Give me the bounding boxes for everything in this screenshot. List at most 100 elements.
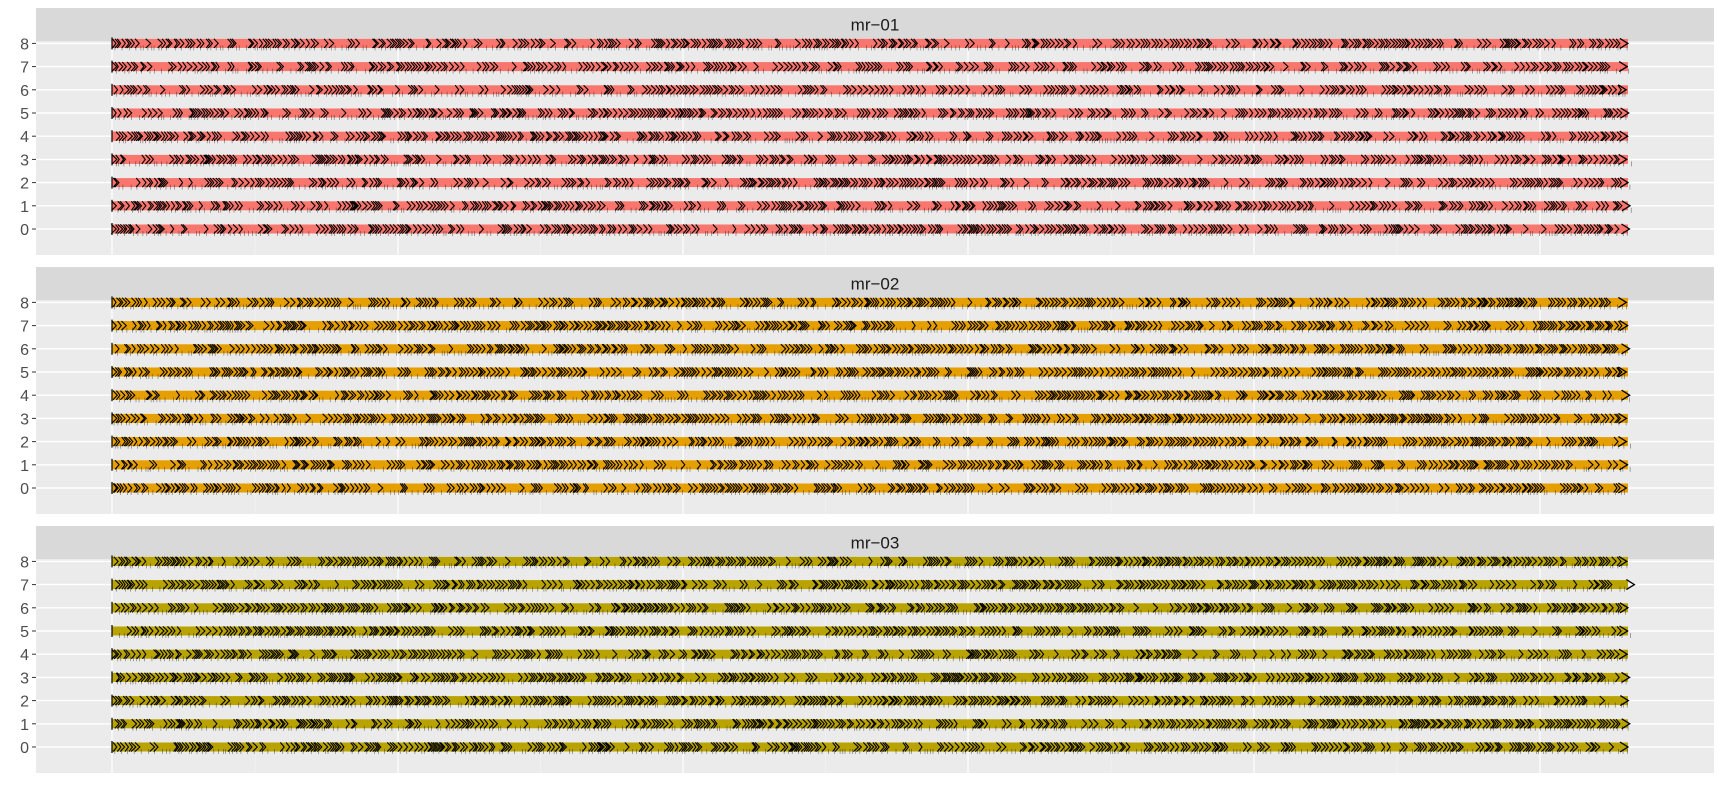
track-end-arrow bbox=[1621, 223, 1631, 235]
track-chevrons bbox=[111, 320, 1623, 331]
y-tick-label: 6 bbox=[20, 342, 29, 359]
track-1 bbox=[111, 199, 1632, 213]
track-end-arrow bbox=[1620, 107, 1630, 119]
track-end-arrow bbox=[1618, 555, 1629, 567]
track-ticks bbox=[115, 115, 1627, 120]
track-ticks bbox=[117, 350, 1626, 356]
track-end-arrow bbox=[1619, 741, 1630, 753]
track-ticks bbox=[117, 207, 1632, 213]
panel-background bbox=[36, 300, 1714, 514]
track-ticks bbox=[113, 420, 1627, 426]
track-ticks bbox=[119, 609, 1626, 615]
panel-2: mr−02 0 1 2 3 4 5 6 7 8 bbox=[20, 267, 1714, 514]
track-ticks bbox=[114, 443, 1631, 449]
y-tick-label: 8 bbox=[20, 295, 29, 312]
panel-background bbox=[36, 41, 1714, 255]
track-0 bbox=[111, 482, 1628, 495]
track-end-arrow bbox=[1626, 579, 1636, 591]
track-band bbox=[112, 154, 1628, 164]
track-band bbox=[112, 344, 1628, 354]
track-0 bbox=[111, 741, 1630, 754]
track-end-arrow bbox=[1617, 482, 1628, 494]
track-chevrons bbox=[111, 649, 1620, 660]
track-chevrons bbox=[114, 343, 1619, 354]
track-leading-bar bbox=[112, 108, 129, 118]
track-5 bbox=[111, 107, 1630, 120]
track-end-arrow bbox=[1618, 436, 1628, 448]
track-chevrons bbox=[111, 413, 1622, 424]
track-4 bbox=[111, 389, 1631, 403]
track-ticks bbox=[116, 702, 1628, 708]
track-band bbox=[112, 178, 1628, 188]
track-chevrons bbox=[126, 625, 1622, 637]
track-end-arrow bbox=[1618, 412, 1628, 424]
track-chevrons bbox=[114, 602, 1623, 613]
track-band bbox=[112, 672, 1628, 682]
track-end-arrow bbox=[1619, 37, 1630, 49]
track-end-arrow bbox=[1618, 648, 1629, 660]
panel-title: mr−02 bbox=[851, 275, 900, 294]
track-chevrons bbox=[111, 366, 1623, 378]
track-end-arrow bbox=[1619, 320, 1629, 332]
panel-1: mr−01 0 1 2 3 4 5 6 7 8 bbox=[20, 8, 1714, 255]
track-band bbox=[112, 62, 1628, 72]
y-tick-label: 2 bbox=[20, 435, 29, 452]
track-band bbox=[112, 413, 1628, 423]
track-ticks bbox=[116, 586, 1625, 592]
y-tick-label: 2 bbox=[20, 694, 29, 711]
track-end-arrow bbox=[1621, 671, 1631, 683]
track-ticks bbox=[116, 466, 1631, 472]
track-ticks bbox=[119, 397, 1630, 403]
track-chevrons bbox=[112, 390, 1613, 401]
track-0 bbox=[110, 223, 1631, 236]
track-4 bbox=[111, 130, 1629, 144]
track-chevrons bbox=[114, 459, 1619, 470]
y-tick-label: 5 bbox=[20, 106, 29, 123]
track-band bbox=[112, 556, 1628, 566]
y-tick-label: 7 bbox=[20, 319, 29, 336]
track-chevrons bbox=[112, 107, 1623, 119]
track-band bbox=[112, 38, 1628, 48]
track-end-arrow bbox=[1619, 459, 1629, 471]
track-chevrons bbox=[112, 177, 1622, 188]
track-band bbox=[112, 580, 1628, 590]
track-chevrons bbox=[112, 741, 1615, 753]
y-tick-label: 7 bbox=[20, 578, 29, 595]
track-2 bbox=[111, 435, 1631, 449]
y-tick-label: 2 bbox=[20, 176, 29, 193]
track-leading-bar bbox=[112, 154, 129, 164]
track-chevrons bbox=[115, 672, 1620, 683]
track-ticks bbox=[118, 563, 1628, 569]
track-3 bbox=[111, 412, 1628, 426]
y-tick-label: 5 bbox=[20, 624, 29, 641]
track-end-arrow bbox=[1621, 718, 1631, 730]
track-5 bbox=[111, 366, 1628, 379]
y-tick-label: 3 bbox=[20, 152, 29, 169]
track-ticks bbox=[116, 91, 1626, 97]
track-chevrons bbox=[112, 297, 1612, 308]
track-1 bbox=[111, 458, 1631, 472]
track-end-arrow bbox=[1619, 130, 1629, 142]
track-ticks bbox=[117, 679, 1627, 685]
track-end-arrow bbox=[1617, 296, 1628, 308]
y-tick-label: 0 bbox=[20, 222, 29, 239]
track-end-arrow bbox=[1619, 602, 1630, 614]
track-chevrons bbox=[113, 556, 1622, 567]
y-tick-label: 1 bbox=[20, 199, 29, 216]
track-3 bbox=[111, 671, 1631, 685]
track-end-arrow bbox=[1621, 389, 1631, 401]
track-ticks bbox=[119, 138, 1628, 144]
track-chevrons bbox=[114, 579, 1613, 590]
track-ticks bbox=[116, 161, 1632, 167]
y-tick-label: 6 bbox=[20, 601, 29, 618]
track-ticks bbox=[118, 725, 1629, 731]
y-tick-label: 4 bbox=[20, 647, 29, 664]
track-7 bbox=[111, 578, 1636, 592]
y-tick-label: 6 bbox=[20, 83, 29, 100]
track-8 bbox=[111, 555, 1629, 569]
track-4 bbox=[111, 648, 1629, 662]
track-6 bbox=[111, 342, 1631, 356]
y-tick-label: 3 bbox=[20, 670, 29, 687]
